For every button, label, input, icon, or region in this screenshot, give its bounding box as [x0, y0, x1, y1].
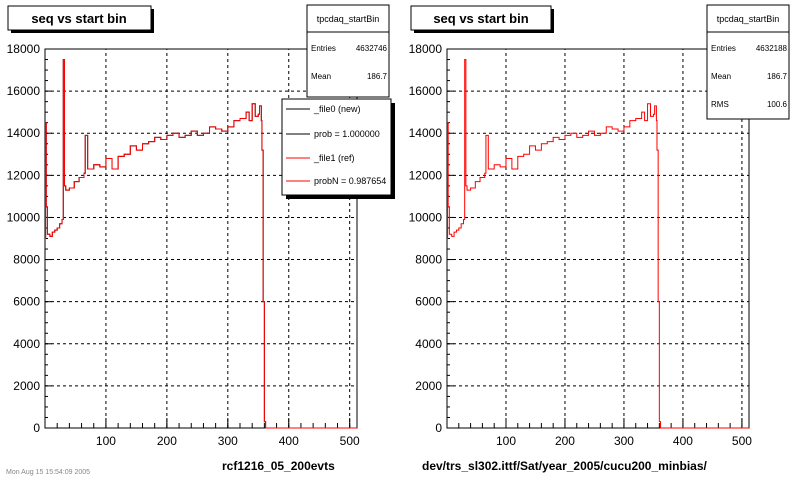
right-plot-frame: 0 2000 4000 6000 8000 10000 12000 14000 16000 180…	[409, 42, 753, 448]
left-legend-label-1: prob = 1.000000	[314, 129, 380, 139]
right-x-axis: 100 200 300 400 500	[458, 418, 752, 448]
right-xtick-label: 400	[673, 434, 693, 448]
left-panel: seq vs start bin 0 2000 4000 6000 8000 10000 1…	[6, 4, 395, 476]
right-stats-name: tpcdaq_startBin	[717, 14, 780, 24]
right-ytick-label: 6000	[415, 295, 442, 309]
left-x-axis: 100 200 300 400 500	[56, 418, 360, 448]
left-legend-shadow-right	[391, 103, 395, 199]
right-ytick-label: 12000	[409, 168, 443, 182]
left-xtick-label: 100	[96, 434, 116, 448]
left-ytick-label: 6000	[13, 295, 40, 309]
right-grid	[447, 48, 749, 428]
left-caption: rcf1216_05_200evts	[222, 459, 335, 473]
right-title-box: seq vs start bin	[410, 5, 554, 33]
left-legend-label-2: _file1 (ref)	[313, 153, 355, 163]
right-stats-mean-label: Mean	[711, 72, 731, 81]
right-ytick-label: 18000	[409, 42, 443, 56]
right-ytick-label: 14000	[409, 126, 443, 140]
left-ytick-label: 16000	[7, 84, 41, 98]
left-stats-frame	[306, 4, 390, 98]
left-ytick-label: 10000	[7, 210, 41, 224]
left-legend-shadow-bottom	[286, 195, 395, 199]
right-xtick-label: 500	[732, 434, 752, 448]
right-ytick-label: 10000	[409, 210, 443, 224]
left-legend: _file0 (new) prob = 1.000000 _file1 (ref…	[281, 98, 395, 199]
left-ytick-label: 12000	[7, 168, 41, 182]
right-y-axis: 0 2000 4000 6000 8000 10000 12000 14000 16000 180…	[409, 42, 454, 435]
left-stats-mean-value: 186.7	[367, 72, 388, 81]
right-title-shadow-bottom	[414, 30, 554, 33]
left-stats-mean-label: Mean	[311, 72, 331, 81]
left-xtick-label: 200	[157, 434, 177, 448]
right-plot-area	[446, 48, 750, 429]
left-title-shadow-bottom	[11, 30, 154, 33]
right-title: seq vs start bin	[433, 11, 528, 26]
right-ytick-label: 4000	[415, 337, 442, 351]
left-ytick-label: 14000	[7, 126, 41, 140]
left-stats-entries-value: 4632746	[356, 44, 388, 53]
right-stats-rms-label: RMS	[711, 100, 729, 109]
right-title-shadow-right	[551, 9, 554, 33]
left-ytick-label: 2000	[13, 379, 40, 393]
left-title-shadow-right	[151, 9, 154, 33]
right-stats-frame	[706, 4, 790, 120]
left-y-axis: 0 2000 4000 6000 8000 10000 12000 14000 16000 180…	[7, 42, 52, 435]
right-stats-rms-value: 100.6	[767, 100, 788, 109]
left-xtick-label: 500	[340, 434, 360, 448]
right-ytick-label: 0	[435, 421, 442, 435]
right-stats-entries-label: Entries	[711, 44, 736, 53]
right-panel: seq vs start bin 0 2000 4000 6000 8000 10000 1…	[409, 4, 790, 473]
left-stats-box: tpcdaq_startBin Entries 4632746 Mean 186…	[306, 4, 390, 98]
left-series-ref	[45, 59, 357, 429]
left-ytick-label: 0	[33, 421, 40, 435]
left-legend-label-0: _file0 (new)	[313, 104, 361, 114]
left-title-frame	[7, 5, 152, 31]
right-caption: dev/trs_sl302.ittf/Sat/year_2005/cucu200…	[422, 459, 707, 473]
right-stats-box: tpcdaq_startBin Entries 4632188 Mean 186…	[706, 4, 790, 120]
left-ytick-label: 18000	[7, 42, 41, 56]
right-stats-entries-value: 4632188	[756, 44, 788, 53]
right-xtick-label: 200	[555, 434, 575, 448]
right-ytick-label: 8000	[415, 253, 442, 267]
left-footer-timestamp: Mon Aug 15 15:54:09 2005	[6, 469, 90, 476]
right-xtick-label: 300	[614, 434, 634, 448]
left-legend-label-3: probN = 0.987654	[314, 176, 386, 186]
right-ytick-label: 16000	[409, 84, 443, 98]
left-title-box: seq vs start bin	[7, 5, 154, 33]
right-stats-mean-value: 186.7	[767, 72, 788, 81]
left-ytick-label: 8000	[13, 253, 40, 267]
left-stats-name: tpcdaq_startBin	[317, 14, 380, 24]
left-stats-entries-label: Entries	[311, 44, 336, 53]
right-series	[447, 59, 749, 429]
right-ytick-label: 2000	[415, 379, 442, 393]
right-xtick-label: 100	[496, 434, 516, 448]
left-title: seq vs start bin	[31, 11, 126, 26]
left-xtick-label: 300	[218, 434, 238, 448]
left-xtick-label: 400	[279, 434, 299, 448]
left-ytick-label: 4000	[13, 337, 40, 351]
